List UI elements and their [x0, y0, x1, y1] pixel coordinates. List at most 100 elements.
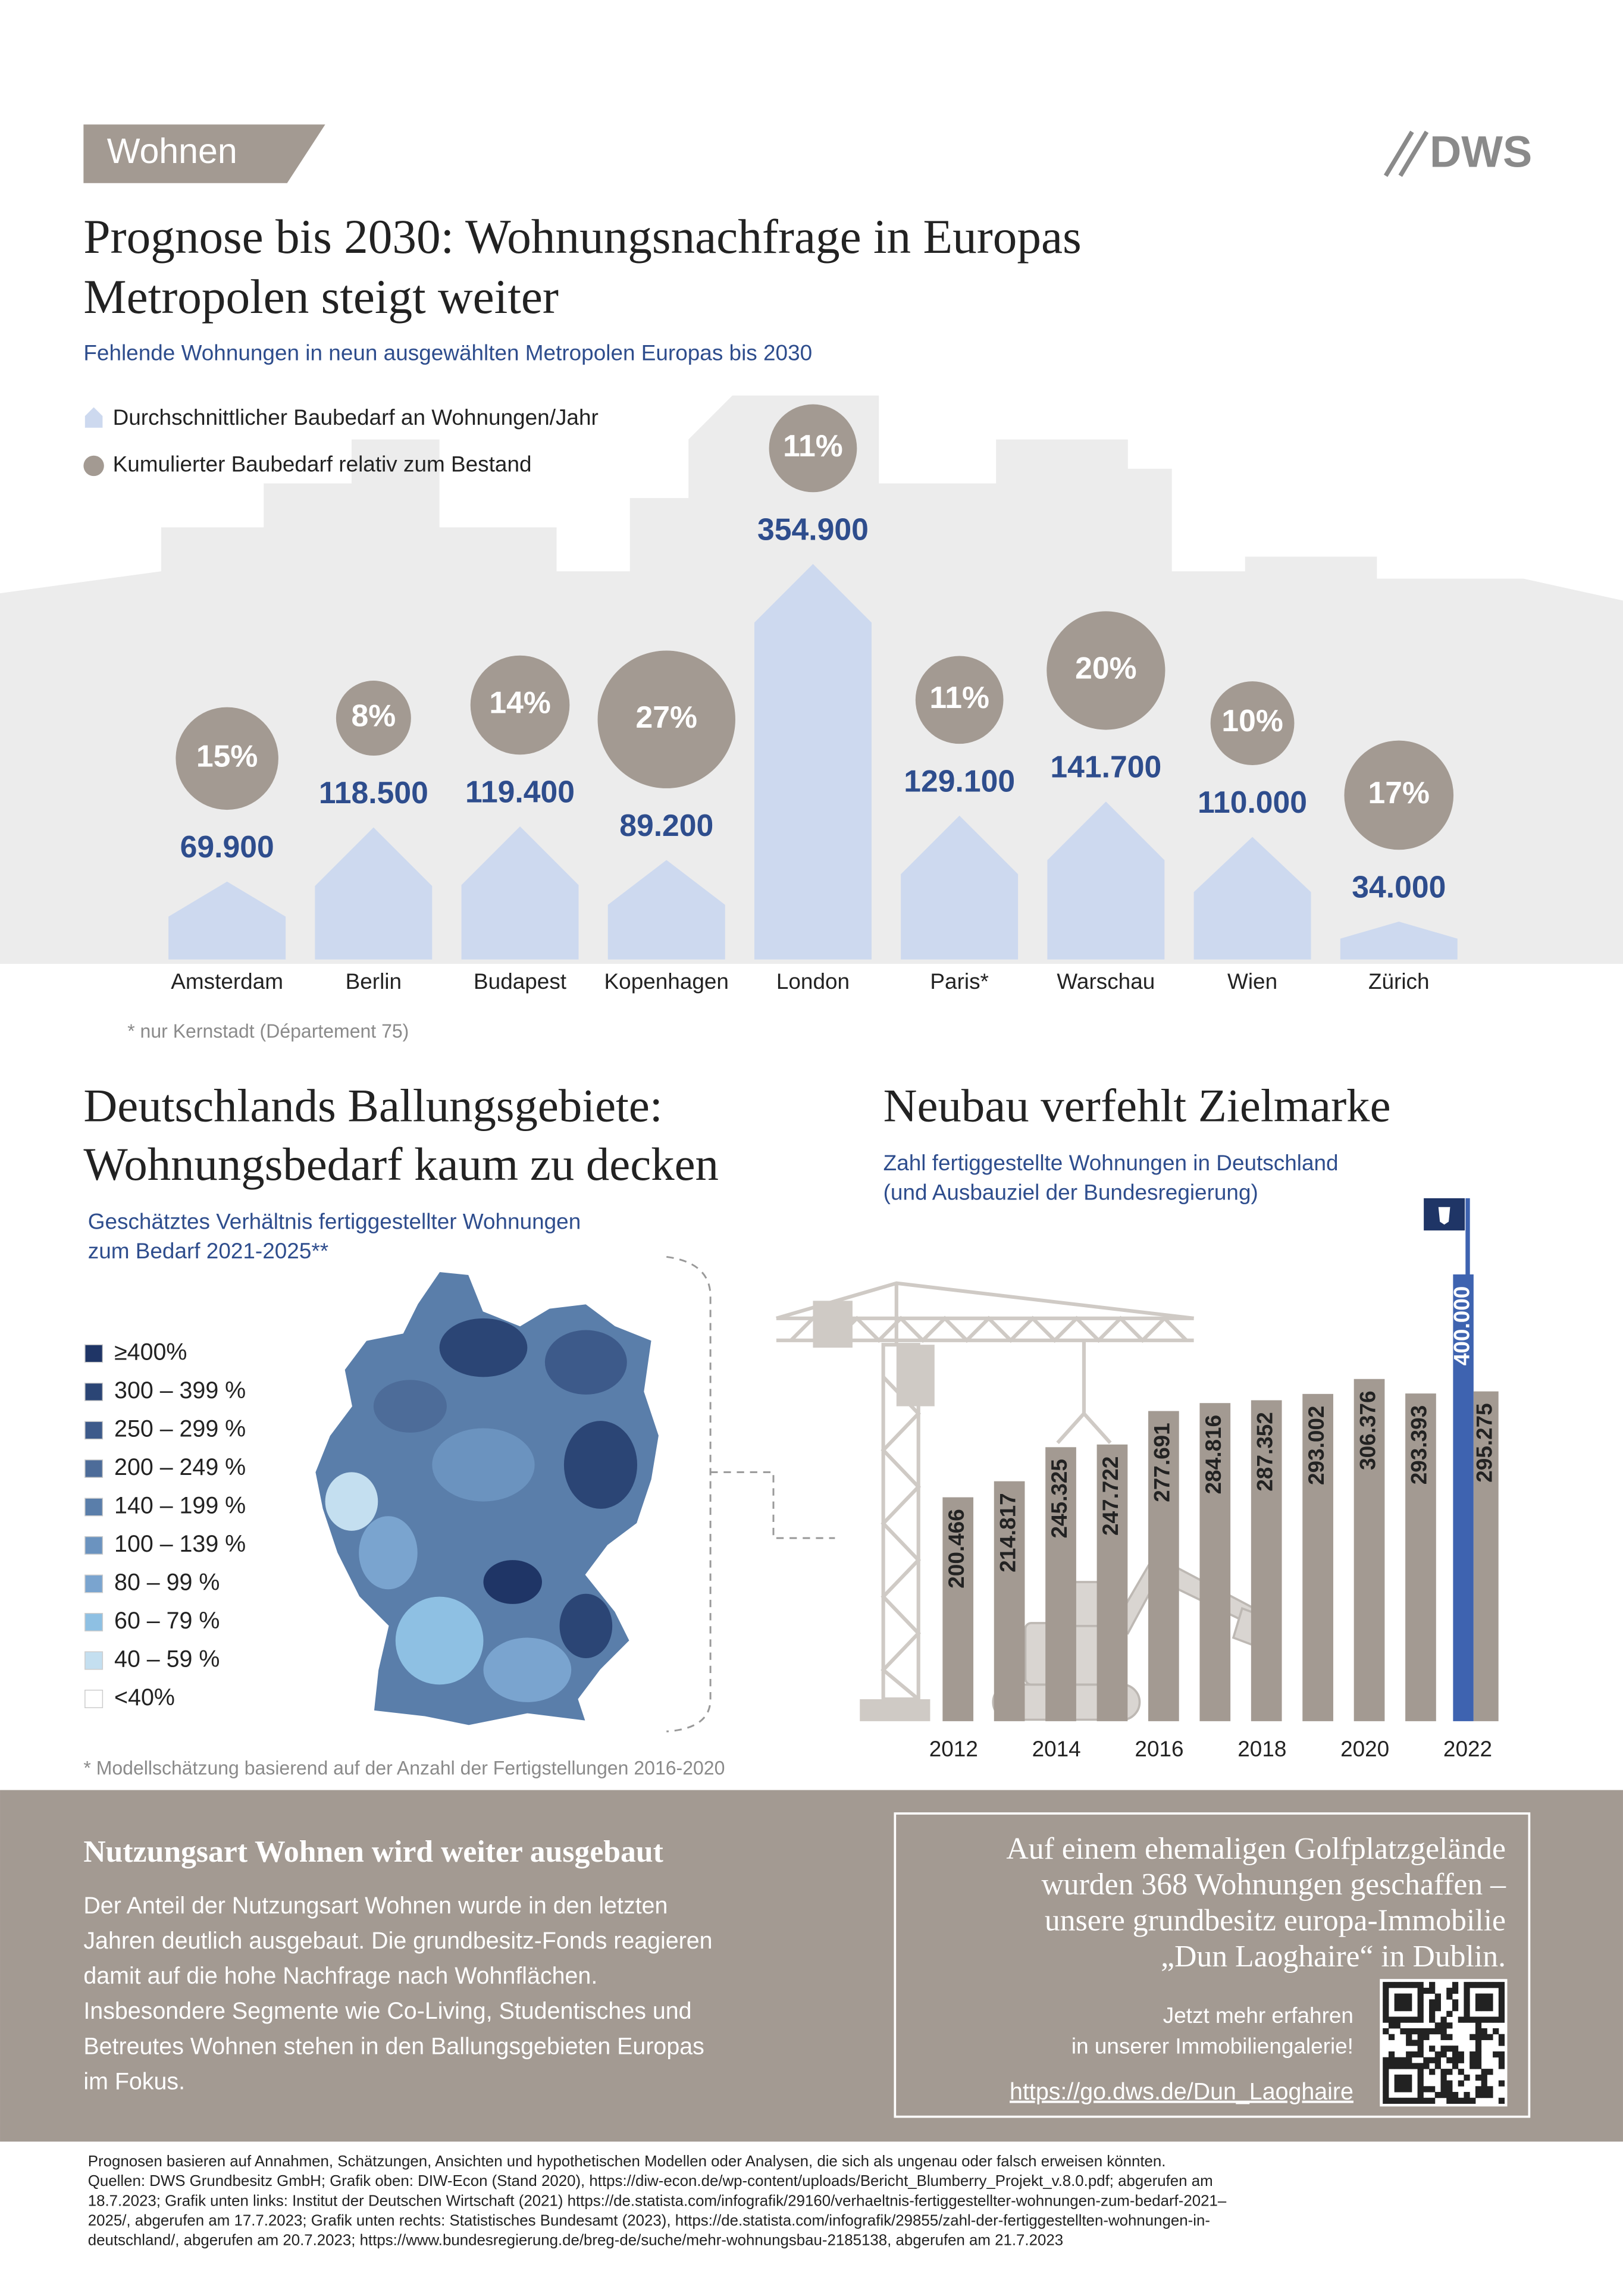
qr-cell	[1417, 1982, 1424, 1988]
bar	[942, 1497, 974, 1721]
crane-cab	[896, 1345, 935, 1407]
category-label: London	[776, 969, 850, 994]
qr-cell	[1406, 2057, 1412, 2063]
qr-cell	[1446, 2069, 1453, 2075]
map-subtitle: zum Bedarf 2021-2025**	[88, 1239, 328, 1263]
qr-cell	[1475, 1993, 1482, 2000]
legend-swatch	[84, 1382, 104, 1401]
x-tick-label: 2022	[1443, 1737, 1492, 1761]
footnote: * nur Kernstadt (Département 75)	[127, 1020, 409, 1042]
info-heading: Nutzungsart Wohnen wird weiter ausgebaut	[83, 1835, 663, 1869]
bubble	[1210, 681, 1295, 765]
qr-cell	[1452, 2005, 1459, 2012]
qr-cell	[1394, 2016, 1400, 2023]
info-text: damit auf die hohe Nachfrage nach Wohnfl…	[83, 1963, 597, 1989]
qr-cell	[1452, 1982, 1459, 1988]
legend-swatch	[84, 1498, 104, 1517]
qr-cell	[1434, 2028, 1441, 2035]
value-label: 119.400	[465, 774, 575, 809]
connector	[666, 1255, 835, 1733]
bar	[1251, 1400, 1282, 1721]
bubble-label: 11%	[929, 680, 989, 715]
qr-cell	[1487, 2016, 1493, 2023]
qr-cell	[1406, 2051, 1412, 2058]
qr-cell	[1434, 1999, 1441, 2006]
qr-cell	[1388, 2097, 1395, 2104]
value-label: 110.000	[1198, 785, 1307, 819]
bubble	[597, 650, 735, 788]
bubble-label: 8%	[351, 698, 396, 733]
qr-cell	[1481, 1999, 1487, 2006]
bubble-label: 14%	[489, 685, 550, 720]
bubble	[769, 404, 857, 493]
value-label: 295.275	[1472, 1403, 1497, 1482]
qr-cell	[1475, 2051, 1482, 2058]
qr-cell	[1423, 2063, 1430, 2069]
qr-cell	[1383, 2080, 1389, 2087]
qr-cell	[1475, 2063, 1482, 2069]
qr-cell	[1470, 2051, 1476, 2058]
bar	[1353, 1379, 1385, 1721]
logo-slashes	[1383, 130, 1429, 177]
qr-cell	[1406, 2028, 1412, 2035]
qr-cell	[1423, 1987, 1430, 1994]
qr-cell	[1452, 2051, 1459, 2058]
value-label: 118.500	[319, 775, 428, 810]
qr-cell	[1429, 2005, 1436, 2012]
qr-cell	[1470, 2097, 1476, 2104]
qr-cell	[1452, 1987, 1459, 1994]
qr-cell	[1475, 2092, 1482, 2098]
tag: Wohnen	[107, 131, 237, 171]
promo-link[interactable]: https://go.dws.de/Dun_Laoghaire	[1010, 2079, 1353, 2105]
qr-cell	[1434, 2063, 1441, 2069]
value-label: 34.000	[1352, 869, 1446, 904]
value-label: 277.691	[1150, 1423, 1174, 1502]
qr-cell	[1383, 1982, 1389, 1988]
qr-cell	[1440, 2069, 1447, 2075]
qr-cell	[1400, 2074, 1406, 2081]
qr-cell	[1417, 2080, 1424, 2087]
x-tick-label: 2020	[1340, 1737, 1389, 1761]
qr-cell	[1411, 2028, 1418, 2035]
qr-cell	[1470, 2057, 1476, 2063]
legend-swatch	[84, 1612, 104, 1631]
qr-cell	[1470, 2063, 1476, 2069]
qr-cell	[1400, 1982, 1406, 1988]
value-label: 89.200	[619, 808, 713, 842]
qr-cell	[1452, 2057, 1459, 2063]
qr-cell	[1498, 1993, 1505, 2000]
qr-cell	[1388, 2051, 1395, 2058]
target-bar	[1453, 1274, 1474, 1721]
target-label: 400.000	[1449, 1286, 1474, 1365]
qr-cell	[1394, 2057, 1400, 2063]
legend-swatch	[84, 1689, 104, 1708]
category-label: Kopenhagen	[604, 969, 729, 994]
qr-cell	[1440, 2092, 1447, 2098]
qr-cell	[1464, 1999, 1470, 2006]
qr-cell	[1434, 1993, 1441, 2000]
germany-map	[314, 1271, 660, 1727]
qr-cell	[1400, 2097, 1406, 2104]
qr-cell	[1481, 2016, 1487, 2023]
tag-background	[83, 124, 325, 183]
qr-cell	[1452, 2092, 1459, 2098]
qr-cell	[1498, 2063, 1505, 2069]
qr-cell	[1400, 2005, 1406, 2012]
qr-cell	[1493, 2016, 1499, 2023]
promo-box	[894, 1812, 1531, 2118]
qr-cell	[1498, 2051, 1505, 2058]
qr-cell	[1394, 1982, 1400, 1988]
qr-cell	[1498, 2080, 1505, 2087]
qr-cell	[1383, 2063, 1389, 2069]
qr-cell	[1417, 2028, 1424, 2035]
qr-cell	[1498, 2097, 1505, 2104]
legend-label: 200 – 249 %	[114, 1454, 246, 1480]
qr-cell	[1452, 2063, 1459, 2069]
qr-cell	[1481, 2086, 1487, 2093]
house-bar	[1340, 921, 1458, 960]
qr-cell	[1406, 2074, 1412, 2081]
value-label: 69.900	[180, 829, 274, 864]
legend-label: 300 – 399 %	[114, 1377, 246, 1404]
qr-cell	[1487, 1982, 1493, 1988]
